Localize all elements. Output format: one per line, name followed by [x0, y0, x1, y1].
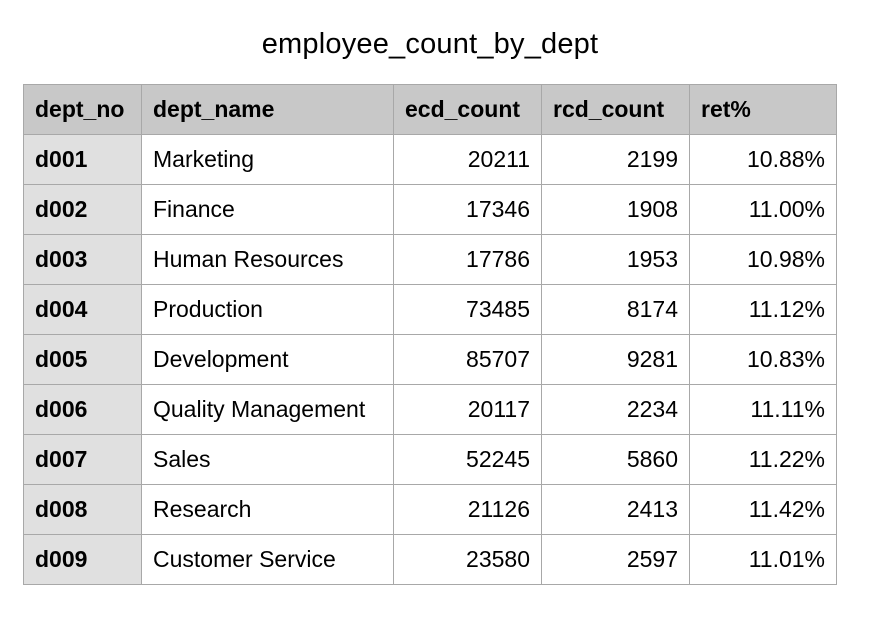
cell-rcd-count[interactable]: 1908 — [541, 184, 690, 235]
cell-ret-percent[interactable]: 11.11% — [689, 384, 837, 435]
cell-ecd-count[interactable]: 20117 — [393, 384, 542, 435]
cell-rcd-count[interactable]: 2199 — [541, 134, 690, 185]
cell-ecd-count[interactable]: 23580 — [393, 534, 542, 585]
cell-dept-no[interactable]: d004 — [23, 284, 142, 335]
cell-ecd-count[interactable]: 17786 — [393, 234, 542, 285]
table-row: d006 Quality Management 20117 2234 11.11… — [23, 384, 837, 435]
cell-dept-name[interactable]: Customer Service — [141, 534, 394, 585]
table-row: d003 Human Resources 17786 1953 10.98% — [23, 234, 837, 285]
cell-ecd-count[interactable]: 52245 — [393, 434, 542, 485]
column-header-dept-name[interactable]: dept_name — [141, 84, 394, 135]
cell-dept-no[interactable]: d002 — [23, 184, 142, 235]
cell-ecd-count[interactable]: 85707 — [393, 334, 542, 385]
cell-dept-name[interactable]: Development — [141, 334, 394, 385]
column-header-ecd-count[interactable]: ecd_count — [393, 84, 542, 135]
cell-rcd-count[interactable]: 9281 — [541, 334, 690, 385]
cell-dept-no[interactable]: d008 — [23, 484, 142, 535]
cell-ret-percent[interactable]: 11.00% — [689, 184, 837, 235]
cell-rcd-count[interactable]: 2597 — [541, 534, 690, 585]
cell-ecd-count[interactable]: 20211 — [393, 134, 542, 185]
cell-ecd-count[interactable]: 17346 — [393, 184, 542, 235]
cell-rcd-count[interactable]: 2413 — [541, 484, 690, 535]
cell-ret-percent[interactable]: 11.01% — [689, 534, 837, 585]
cell-ret-percent[interactable]: 11.42% — [689, 484, 837, 535]
table-row: d007 Sales 52245 5860 11.22% — [23, 434, 837, 485]
cell-dept-no[interactable]: d003 — [23, 234, 142, 285]
cell-dept-no[interactable]: d006 — [23, 384, 142, 435]
cell-dept-name[interactable]: Quality Management — [141, 384, 394, 435]
column-header-dept-no[interactable]: dept_no — [23, 84, 142, 135]
cell-rcd-count[interactable]: 8174 — [541, 284, 690, 335]
cell-dept-name[interactable]: Production — [141, 284, 394, 335]
cell-dept-name[interactable]: Human Resources — [141, 234, 394, 285]
cell-dept-no[interactable]: d001 — [23, 134, 142, 185]
column-header-rcd-count[interactable]: rcd_count — [541, 84, 690, 135]
cell-dept-name[interactable]: Sales — [141, 434, 394, 485]
cell-dept-no[interactable]: d007 — [23, 434, 142, 485]
cell-rcd-count[interactable]: 5860 — [541, 434, 690, 485]
table-row: d004 Production 73485 8174 11.12% — [23, 284, 837, 335]
table-row: d005 Development 85707 9281 10.83% — [23, 334, 837, 385]
cell-dept-no[interactable]: d005 — [23, 334, 142, 385]
column-header-ret-percent[interactable]: ret% — [689, 84, 837, 135]
cell-dept-name[interactable]: Research — [141, 484, 394, 535]
cell-ret-percent[interactable]: 10.83% — [689, 334, 837, 385]
table-row: d009 Customer Service 23580 2597 11.01% — [23, 534, 837, 585]
cell-rcd-count[interactable]: 1953 — [541, 234, 690, 285]
header-row: dept_no dept_name ecd_count rcd_count re… — [23, 84, 837, 135]
table-row: d001 Marketing 20211 2199 10.88% — [23, 134, 837, 185]
cell-ecd-count[interactable]: 21126 — [393, 484, 542, 535]
cell-ecd-count[interactable]: 73485 — [393, 284, 542, 335]
cell-ret-percent[interactable]: 10.98% — [689, 234, 837, 285]
cell-ret-percent[interactable]: 11.12% — [689, 284, 837, 335]
cell-ret-percent[interactable]: 10.88% — [689, 134, 837, 185]
cell-rcd-count[interactable]: 2234 — [541, 384, 690, 435]
cell-ret-percent[interactable]: 11.22% — [689, 434, 837, 485]
table-row: d008 Research 21126 2413 11.42% — [23, 484, 837, 535]
cell-dept-name[interactable]: Finance — [141, 184, 394, 235]
cell-dept-no[interactable]: d009 — [23, 534, 142, 585]
cell-dept-name[interactable]: Marketing — [141, 134, 394, 185]
table-row: d002 Finance 17346 1908 11.00% — [23, 184, 837, 235]
data-table: dept_no dept_name ecd_count rcd_count re… — [23, 84, 837, 585]
table-title: employee_count_by_dept — [261, 28, 599, 60]
